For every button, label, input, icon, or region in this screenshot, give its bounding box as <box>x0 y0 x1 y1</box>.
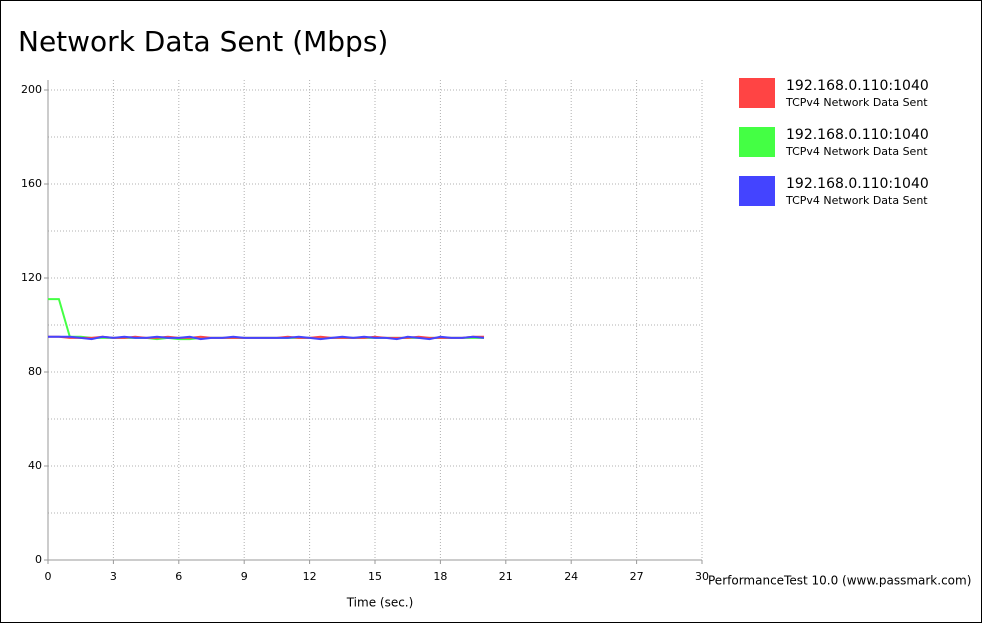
x-axis-label: Time (sec.) <box>346 596 414 610</box>
y-tick-label: 40 <box>28 459 42 472</box>
legend-swatch <box>739 127 775 157</box>
x-tick-label: 24 <box>564 570 578 583</box>
footer: PerformanceTest 10.0 (www.passmark.com) <box>708 574 971 588</box>
x-tick-label: 15 <box>368 570 382 583</box>
x-tick-label: 21 <box>499 570 513 583</box>
x-tick-label: 9 <box>241 570 248 583</box>
x-tick-label: 30 <box>695 570 709 583</box>
x-tick-label: 6 <box>175 570 182 583</box>
x-tick-label: 18 <box>433 570 447 583</box>
data-line <box>48 335 485 341</box>
chart-title: Network Data Sent (Mbps) <box>18 25 388 58</box>
y-tick-label: 200 <box>21 83 42 96</box>
x-tick-label: 27 <box>630 570 644 583</box>
x-tick-label: 0 <box>45 570 52 583</box>
legend-name: 192.168.0.110:1040 <box>786 127 929 143</box>
legend-name: 192.168.0.110:1040 <box>786 176 929 192</box>
y-tick-label: 160 <box>21 177 42 190</box>
x-tick-label: 3 <box>110 570 117 583</box>
legend-description: TCPv4 Network Data Sent <box>785 145 928 158</box>
legend-swatch <box>739 78 775 108</box>
x-tick-label: 12 <box>303 570 317 583</box>
y-tick-label: 80 <box>28 365 42 378</box>
legend-description: TCPv4 Network Data Sent <box>785 194 928 207</box>
legend-description: TCPv4 Network Data Sent <box>785 96 928 109</box>
y-tick-label: 0 <box>35 553 42 566</box>
legend-name: 192.168.0.110:1040 <box>786 78 929 94</box>
y-tick-label: 120 <box>21 271 42 284</box>
legend-swatch <box>739 176 775 206</box>
